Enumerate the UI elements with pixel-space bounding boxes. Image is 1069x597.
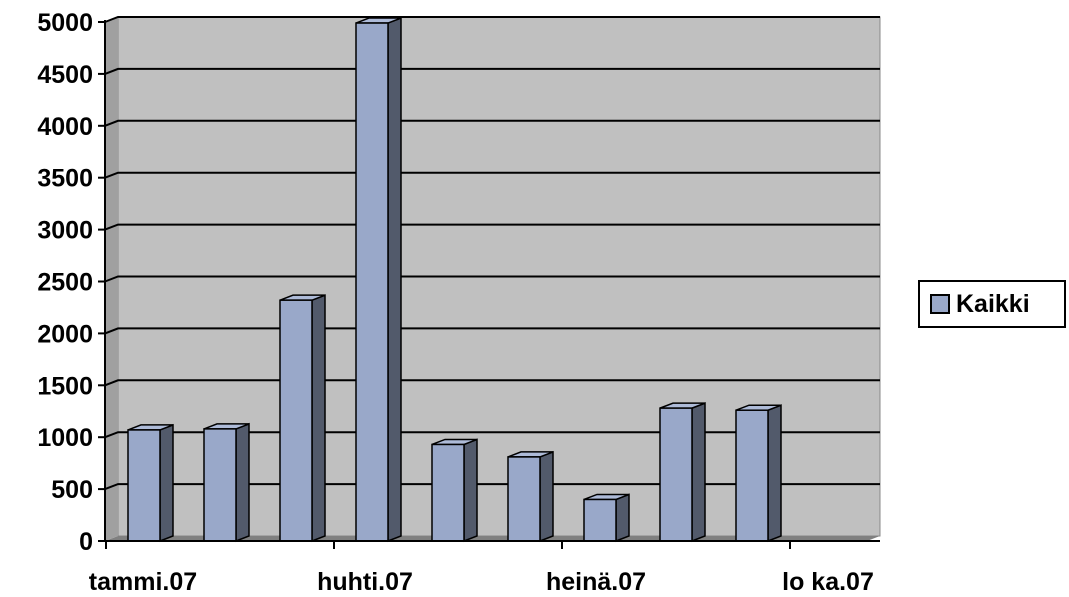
bar-face: [431, 443, 465, 542]
bar-side: [235, 422, 250, 543]
y-tick-label: 0: [79, 528, 93, 556]
bar: [203, 422, 250, 543]
bar-side: [159, 423, 174, 543]
y-tick-label: 4000: [37, 113, 93, 141]
bar-side: [539, 450, 554, 543]
gridline: [104, 327, 880, 335]
bar-face: [279, 299, 313, 542]
y-tick-label: 5000: [37, 9, 93, 37]
legend-swatch-kaikki: [930, 294, 950, 314]
bar: [431, 438, 478, 543]
bar-side: [691, 402, 706, 543]
bar-side: [463, 438, 478, 543]
bar-side: [615, 493, 630, 543]
bar-face: [127, 429, 161, 542]
bar-side: [387, 16, 402, 543]
bar-face: [507, 456, 541, 542]
bar: [127, 423, 174, 543]
bar: [735, 404, 782, 543]
gridline: [104, 483, 880, 491]
legend: Kaikki: [918, 280, 1066, 328]
y-tick-label: 1500: [37, 372, 93, 400]
axes: [98, 20, 880, 549]
y-tick-label: 2500: [37, 269, 93, 297]
x-tick-label: lo ka.07: [782, 568, 874, 596]
gridline: [104, 119, 880, 127]
bar: [355, 16, 402, 543]
bar-face: [203, 428, 237, 542]
gridline: [104, 275, 880, 283]
gridline: [104, 379, 880, 387]
y-tick-label: 3000: [37, 217, 93, 245]
x-tick-label: tammi.07: [89, 568, 197, 596]
bar: [507, 450, 554, 543]
bar-face: [583, 498, 617, 542]
bar: [659, 402, 706, 543]
y-tick-labels: 0 500 1000 1500 2000 2500 3000 3500 4000 4500 5000: [37, 9, 93, 556]
y-tick-label: 1000: [37, 424, 93, 452]
bar-face: [735, 409, 769, 542]
gridline: [104, 67, 880, 75]
bars: [127, 16, 782, 543]
gridline: [104, 171, 880, 179]
gridlines: [104, 16, 880, 491]
y-tick-label: 2000: [37, 320, 93, 348]
x-tick-label: huhti.07: [317, 568, 413, 596]
x-tick-label: heinä.07: [546, 568, 646, 596]
gridline: [104, 16, 880, 23]
bar-side: [767, 404, 782, 543]
y-tick-label: 500: [51, 476, 93, 504]
bar-face: [355, 22, 389, 542]
gridline: [104, 431, 880, 439]
bar-side: [311, 294, 326, 543]
gridline: [104, 223, 880, 231]
y-tick-label: 3500: [37, 165, 93, 193]
bar: [279, 294, 326, 543]
x-tick-labels: tammi.07 huhti.07 heinä.07 lo ka.07: [89, 568, 874, 596]
y-tick-label: 4500: [37, 61, 93, 89]
bar: [583, 493, 630, 543]
legend-label-kaikki: Kaikki: [956, 289, 1030, 318]
bar-face: [659, 407, 693, 542]
